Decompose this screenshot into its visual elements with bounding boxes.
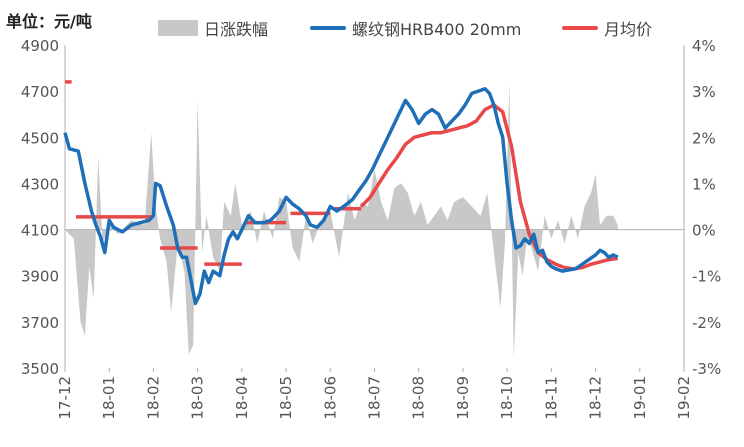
right-tick-label: 0%: [692, 222, 716, 240]
rebar-price-group: [63, 87, 619, 306]
x-tick-label: 18-11: [542, 376, 560, 420]
legend-swatch-monthly-avg: [562, 26, 598, 30]
x-tick-label: 18-05: [277, 376, 295, 420]
right-tick-label: -1%: [692, 268, 721, 286]
x-tick-label: 17-12: [56, 376, 74, 420]
daily-change-area-group: [65, 81, 618, 359]
left-tick-label: 3500: [21, 360, 59, 378]
right-tick-label: -2%: [692, 314, 721, 332]
left-tick-label: 3700: [21, 314, 59, 332]
right-tick-label: -3%: [692, 360, 721, 378]
legend-item-monthly-avg: 月均价: [562, 16, 652, 40]
tick-labels-group: 4900 4700 4500 4300 4100 3900 3700 3500 4% 3% 2% 1%…: [21, 37, 721, 420]
left-tick-label: 3900: [21, 268, 59, 286]
rebar-price-line: [63, 87, 619, 306]
x-tick-label: 19-02: [675, 376, 693, 420]
x-tick-label: 18-07: [366, 376, 384, 420]
legend-label-monthly-avg: 月均价: [604, 20, 653, 39]
left-tick-label: 4700: [21, 83, 59, 101]
right-tick-label: 1%: [692, 175, 716, 193]
left-tick-label: 4900: [21, 37, 59, 55]
x-tick-label: 18-09: [454, 376, 472, 420]
unit-label: 单位：元/吨: [6, 12, 92, 31]
axes-group: [64, 45, 685, 372]
x-tick-label: 18-01: [100, 376, 118, 420]
x-tick-label: 19-01: [631, 376, 649, 420]
x-tick-label: 18-10: [498, 376, 516, 420]
left-tick-label: 4300: [21, 175, 59, 193]
legend-swatch-rebar-price: [310, 26, 346, 30]
legend-label-rebar-price: 螺纹钢HRB400 20mm: [352, 20, 522, 39]
left-tick-label: 4500: [21, 129, 59, 147]
legend-swatch-daily-change: [158, 20, 198, 36]
x-tick-label: 18-06: [321, 376, 339, 420]
right-tick-label: 3%: [692, 83, 716, 101]
right-tick-label: 2%: [692, 129, 716, 147]
left-tick-label: 4100: [21, 222, 59, 240]
x-tick-label: 18-04: [233, 376, 251, 420]
right-tick-label: 4%: [692, 37, 716, 55]
legend-label-daily-change: 日涨跌幅: [204, 20, 269, 39]
legend-item-rebar-price: 螺纹钢HRB400 20mm: [310, 16, 521, 40]
x-tick-label: 18-03: [189, 376, 207, 420]
legend-item-daily-change: 日涨跌幅: [158, 16, 268, 40]
daily-change-area: [65, 81, 618, 359]
x-tick-label: 18-08: [410, 376, 428, 420]
x-tick-label: 18-12: [587, 376, 605, 420]
x-tick-label: 18-02: [144, 376, 162, 420]
